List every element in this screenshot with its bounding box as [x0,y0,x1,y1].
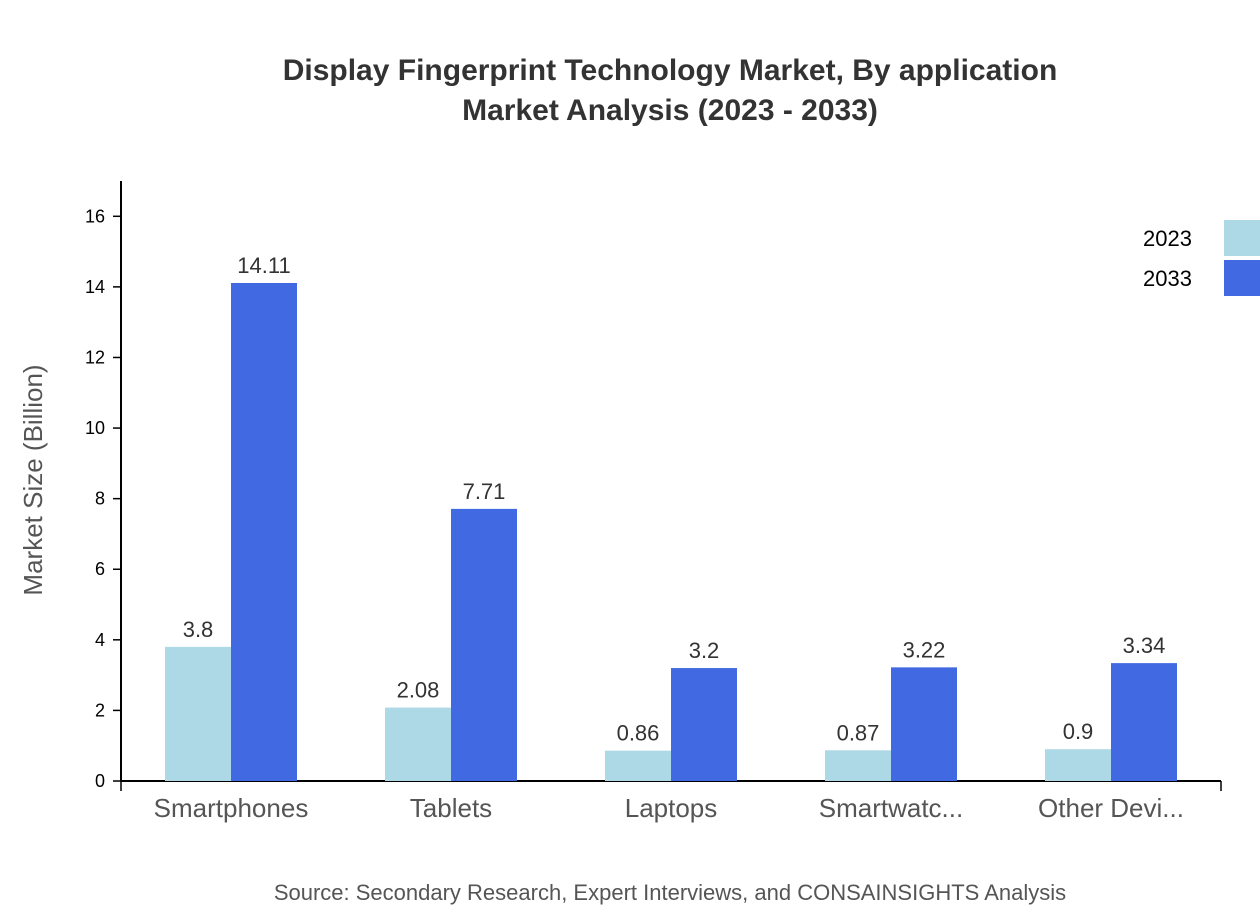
y-axis-label: Market Size (Billion) [18,364,48,595]
bar-2023 [1045,749,1111,781]
data-label: 3.34 [1123,633,1166,658]
data-label: 0.87 [837,720,880,745]
source-note: Source: Secondary Research, Expert Inter… [274,880,1066,905]
bar-2033 [1111,663,1177,781]
legend-swatch [1224,260,1260,296]
legend-label: 2023 [1143,226,1192,251]
legend-label: 2033 [1143,266,1192,291]
bar-2033 [891,667,957,781]
data-label: 0.86 [617,721,660,746]
data-label: 3.8 [183,617,214,642]
x-tick-label: Tablets [410,793,492,823]
y-tick-label: 14 [85,277,105,297]
legend-swatch [1224,220,1260,256]
x-tick-label: Smartwatc... [819,793,963,823]
bar-2023 [605,750,671,781]
y-tick-label: 8 [95,489,105,509]
y-tick-label: 10 [85,418,105,438]
data-label: 7.71 [463,479,506,504]
data-label: 0.9 [1063,719,1094,744]
bar-2023 [385,707,451,781]
data-label: 3.22 [903,637,946,662]
bar-2023 [825,750,891,781]
x-tick-label: Smartphones [154,793,309,823]
y-tick-label: 12 [85,347,105,367]
y-tick-label: 0 [95,771,105,791]
bar-2033 [671,668,737,781]
y-tick-label: 4 [95,630,105,650]
bar-2033 [451,508,517,781]
y-tick-label: 2 [95,700,105,720]
y-tick-label: 16 [85,206,105,226]
x-tick-label: Laptops [625,793,718,823]
data-label: 2.08 [397,678,440,703]
bar-2033 [231,283,297,781]
bar-2023 [165,646,231,781]
chart-subtitle: Market Analysis (2023 - 2033) [462,94,878,127]
data-label: 3.2 [689,638,720,663]
chart-title: Display Fingerprint Technology Market, B… [283,54,1058,87]
data-label: 14.11 [237,253,290,278]
y-tick-label: 6 [95,559,105,579]
x-tick-label: Other Devi... [1038,793,1184,823]
